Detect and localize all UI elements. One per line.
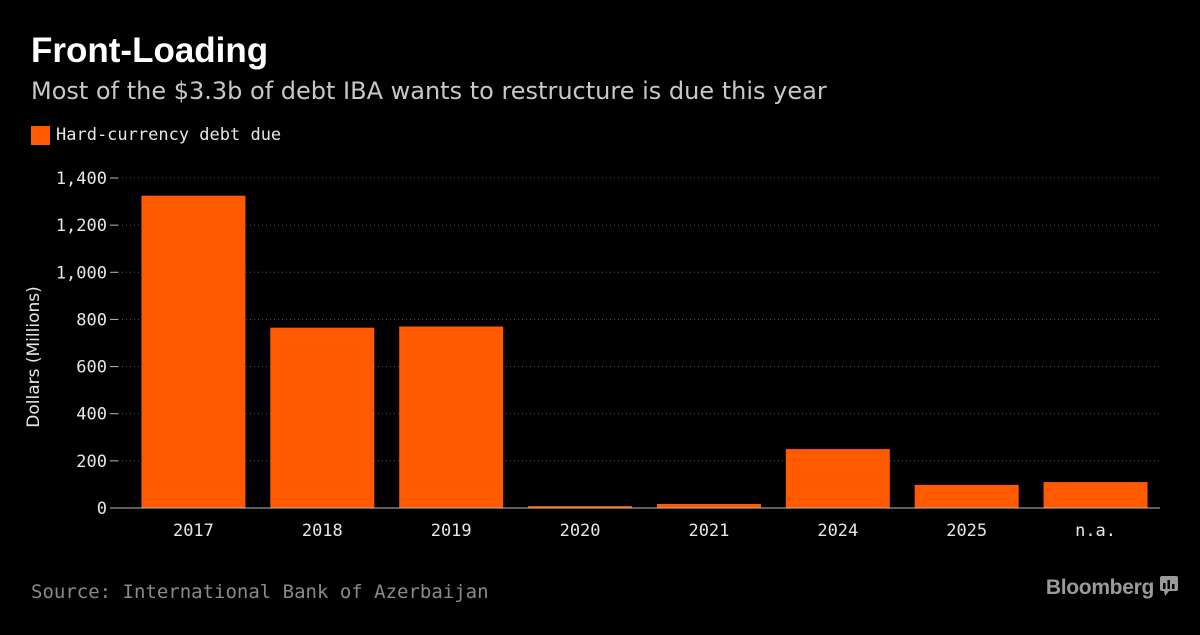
legend: Hard-currency debt due: [31, 124, 281, 146]
bar: [1043, 482, 1148, 508]
x-tick-label: 2024: [817, 521, 858, 541]
bar: [914, 484, 1019, 508]
y-tick-label: 1,200: [56, 216, 107, 236]
chart-title: Front-Loading: [31, 31, 269, 70]
source-note: Source: International Bank of Azerbaijan: [31, 581, 489, 603]
x-tick-label: 2017: [173, 521, 214, 541]
x-tick-label: 2025: [946, 521, 987, 541]
bar: [270, 327, 375, 508]
x-tick-label: 2021: [688, 521, 729, 541]
y-tick-label: 600: [76, 358, 107, 378]
y-tick-label: 1,400: [56, 169, 107, 189]
brand-name: Bloomberg: [1045, 576, 1154, 599]
chart-subtitle: Most of the $3.3b of debt IBA wants to r…: [31, 77, 827, 105]
y-axis-label: Dollars (Millions): [24, 286, 44, 427]
legend-swatch: [31, 125, 50, 145]
bar: [399, 326, 504, 508]
legend-label: Hard-currency debt due: [56, 125, 282, 145]
bar: [528, 506, 633, 508]
y-tick-label: 400: [76, 405, 107, 425]
x-tick-label: 2018: [302, 521, 343, 541]
y-tick-label: 800: [76, 310, 107, 330]
bar: [141, 195, 246, 508]
bar: [656, 503, 761, 508]
brand-logo: Bloomberg: [1046, 576, 1178, 600]
x-tick-label: n.a.: [1075, 521, 1116, 541]
y-tick-label: 0: [97, 499, 107, 519]
bloomberg-chart-icon: [1160, 576, 1178, 600]
bar: [785, 449, 890, 508]
y-tick-label: 200: [76, 452, 107, 472]
x-tick-label: 2019: [431, 521, 472, 541]
x-tick-label: 2020: [560, 521, 601, 541]
y-tick-label: 1,000: [56, 263, 107, 283]
